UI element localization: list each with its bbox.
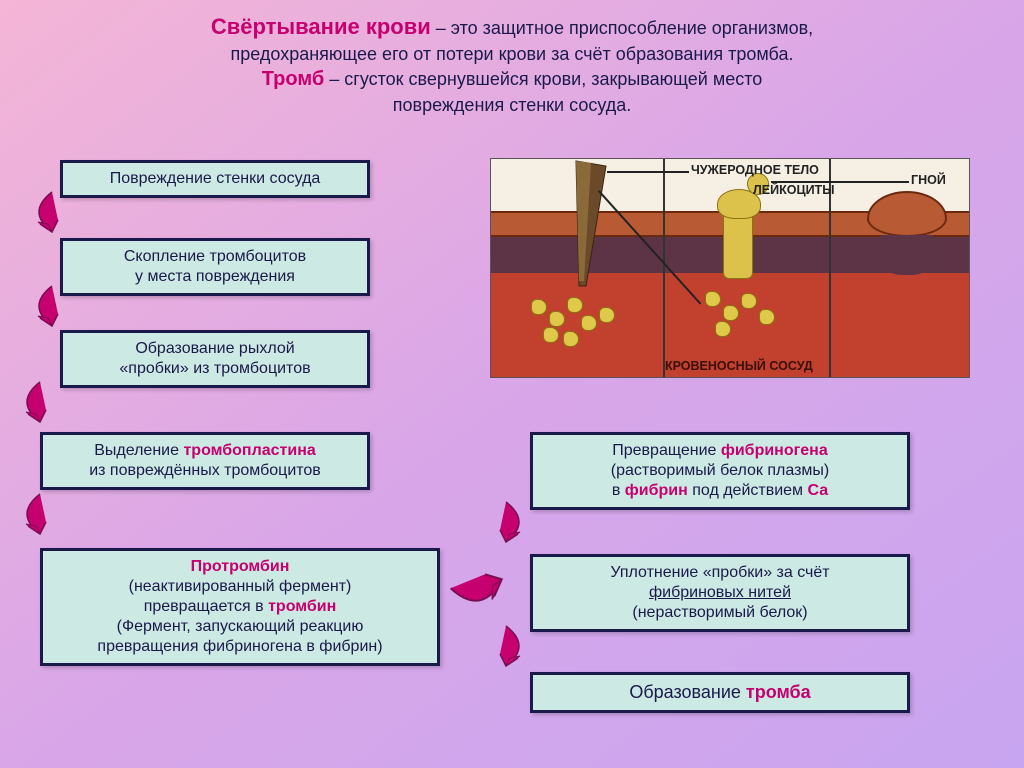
box-thromboplastin: Выделение тромбопластина из повреждённых…	[40, 432, 370, 490]
label-pus: ГНОЙ	[911, 173, 946, 187]
arrow-4	[10, 492, 54, 536]
box-vessel-damage: Повреждение стенки сосуда	[60, 160, 370, 198]
box-platelet-accumulation: Скопление тромбоцитов у места повреждени…	[60, 238, 370, 296]
arrow-1	[22, 190, 66, 234]
arrow-5	[445, 561, 511, 627]
label-blood-vessel: КРОВЕНОСНЫЙ СОСУД	[665, 359, 813, 373]
arrow-7	[492, 624, 536, 668]
box-plug-compaction: Уплотнение «пробки» за счёт фибриновых н…	[530, 554, 910, 632]
header-text: Свёртывание крови – это защитное приспос…	[0, 0, 1024, 123]
label-foreign-body: ЧУЖЕРОДНОЕ ТЕЛО	[691, 163, 819, 177]
box-prothrombin: Протромбин (неактивированный фермент) пр…	[40, 548, 440, 666]
arrow-2	[22, 284, 66, 328]
arrow-3	[10, 380, 54, 424]
box-fibrinogen: Превращение фибриногена (растворимый бел…	[530, 432, 910, 510]
term-thrombus: Тромб	[262, 68, 325, 90]
label-leukocytes: ЛЕЙКОЦИТЫ	[753, 183, 834, 197]
box-loose-plug: Образование рыхлой «пробки» из тромбоцит…	[60, 330, 370, 388]
arrow-6	[492, 500, 536, 544]
term-coagulation: Свёртывание крови	[211, 14, 431, 39]
wound-illustration: ЧУЖЕРОДНОЕ ТЕЛО ЛЕЙКОЦИТЫ ГНОЙ КРОВЕНОСН…	[490, 158, 970, 378]
box-thrombus-formation: Образование тромба	[530, 672, 910, 713]
